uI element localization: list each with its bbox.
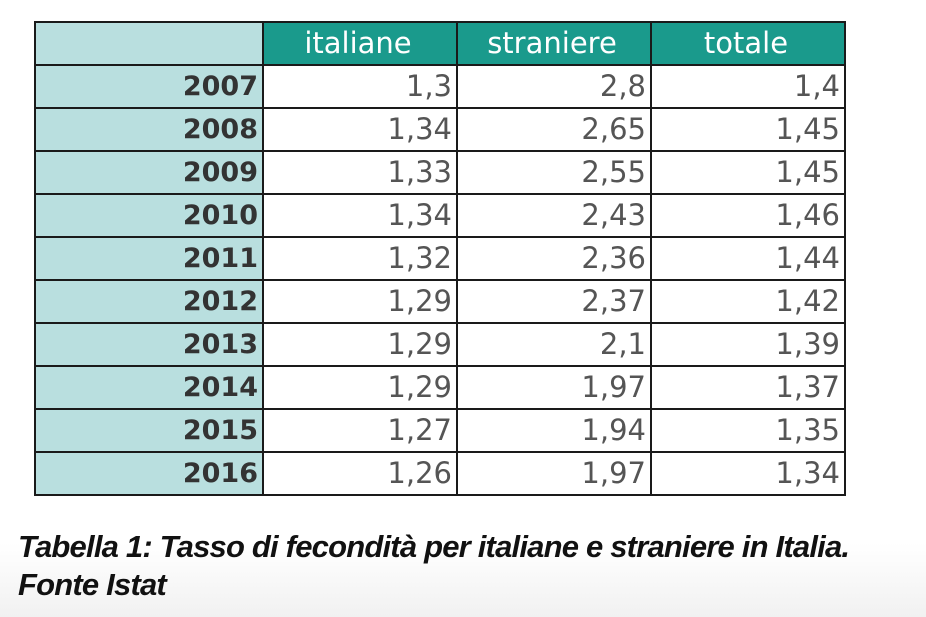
data-table: italiane straniere totale 2007 1,3 2,8 1,4 200… xyxy=(34,21,846,496)
year-cell: 2010 xyxy=(34,193,264,238)
table-row: 2007 1,3 2,8 1,4 xyxy=(34,64,846,109)
value-cell: 1,4 xyxy=(650,64,846,109)
value-cell: 1,44 xyxy=(650,236,846,281)
column-header: totale xyxy=(650,21,846,66)
year-cell: 2016 xyxy=(34,451,264,496)
table-row: 2011 1,32 2,36 1,44 xyxy=(34,236,846,281)
value-cell: 2,8 xyxy=(456,64,652,109)
value-cell: 1,97 xyxy=(456,451,652,496)
value-cell: 1,32 xyxy=(262,236,458,281)
caption-line: Tabella 1: Tasso di fecondità per italia… xyxy=(18,529,850,564)
value-cell: 2,43 xyxy=(456,193,652,238)
value-cell: 1,34 xyxy=(262,193,458,238)
value-cell: 2,37 xyxy=(456,279,652,324)
year-cell: 2008 xyxy=(34,107,264,152)
table-row: 2013 1,29 2,1 1,39 xyxy=(34,322,846,367)
caption: Tabella 1: Tasso di fecondità per italia… xyxy=(18,528,850,604)
value-cell: 1,34 xyxy=(650,451,846,496)
year-cell: 2012 xyxy=(34,279,264,324)
value-cell: 1,42 xyxy=(650,279,846,324)
column-header: straniere xyxy=(456,21,652,66)
year-cell: 2014 xyxy=(34,365,264,410)
year-cell: 2007 xyxy=(34,64,264,109)
value-cell: 1,29 xyxy=(262,279,458,324)
header-row: italiane straniere totale xyxy=(34,21,846,66)
value-cell: 1,26 xyxy=(262,451,458,496)
caption-line: Fonte Istat xyxy=(18,567,167,602)
value-cell: 1,33 xyxy=(262,150,458,195)
year-cell: 2009 xyxy=(34,150,264,195)
value-cell: 1,34 xyxy=(262,107,458,152)
value-cell: 1,29 xyxy=(262,322,458,367)
value-cell: 2,36 xyxy=(456,236,652,281)
value-cell: 1,46 xyxy=(650,193,846,238)
value-cell: 1,39 xyxy=(650,322,846,367)
year-cell: 2011 xyxy=(34,236,264,281)
table-row: 2012 1,29 2,37 1,42 xyxy=(34,279,846,324)
value-cell: 1,29 xyxy=(262,365,458,410)
value-cell: 2,65 xyxy=(456,107,652,152)
table-row: 2016 1,26 1,97 1,34 xyxy=(34,451,846,496)
table-row: 2015 1,27 1,94 1,35 xyxy=(34,408,846,453)
value-cell: 2,55 xyxy=(456,150,652,195)
value-cell: 2,1 xyxy=(456,322,652,367)
value-cell: 1,3 xyxy=(262,64,458,109)
corner-cell xyxy=(34,21,264,66)
value-cell: 1,27 xyxy=(262,408,458,453)
value-cell: 1,37 xyxy=(650,365,846,410)
table-row: 2008 1,34 2,65 1,45 xyxy=(34,107,846,152)
table-row: 2009 1,33 2,55 1,45 xyxy=(34,150,846,195)
year-cell: 2013 xyxy=(34,322,264,367)
value-cell: 1,45 xyxy=(650,150,846,195)
table-row: 2010 1,34 2,43 1,46 xyxy=(34,193,846,238)
value-cell: 1,97 xyxy=(456,365,652,410)
value-cell: 1,35 xyxy=(650,408,846,453)
year-cell: 2015 xyxy=(34,408,264,453)
value-cell: 1,45 xyxy=(650,107,846,152)
column-header: italiane xyxy=(262,21,458,66)
table-row: 2014 1,29 1,97 1,37 xyxy=(34,365,846,410)
value-cell: 1,94 xyxy=(456,408,652,453)
